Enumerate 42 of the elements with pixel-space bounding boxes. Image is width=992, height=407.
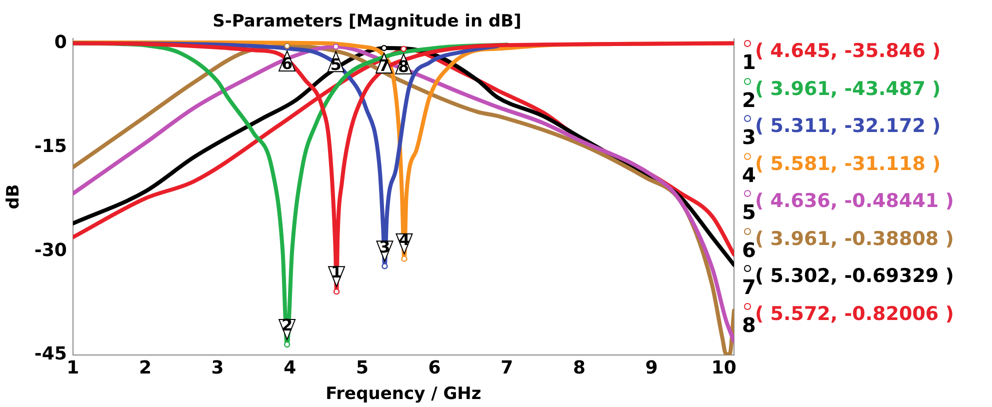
y-tick-label: 0	[54, 32, 67, 53]
x-tick-label: 6	[428, 357, 441, 378]
x-axis-title: Frequency / GHz	[326, 384, 482, 404]
x-tick-label: 7	[500, 357, 514, 378]
y-tick-label: -15	[34, 136, 67, 157]
x-tick-label: 9	[645, 357, 658, 378]
x-tick-label: 8	[572, 357, 586, 378]
annotation: 5	[330, 54, 342, 74]
x-tick-label: 5	[356, 357, 368, 378]
point	[333, 288, 340, 295]
point	[380, 44, 388, 52]
text: ( 4.636, -0.48441 )	[755, 190, 954, 212]
text: 2	[742, 88, 756, 112]
text: 4	[742, 162, 756, 186]
text: 6	[742, 238, 756, 262]
x-tick-label: 2	[138, 357, 152, 378]
y-tick-label: -30	[34, 240, 67, 261]
point	[332, 44, 340, 50]
annotation: 6	[282, 54, 293, 74]
text: 5	[742, 200, 756, 224]
annotation: 4	[398, 230, 410, 249]
chart-title: S-Parameters [Magnitude in dB]	[212, 12, 522, 32]
text: ( 4.645, -35.846 )	[755, 40, 941, 62]
y-tick-label: -45	[34, 344, 67, 365]
x-tick-label: 10	[711, 357, 736, 378]
text: ( 5.572, -0.82006 )	[755, 302, 954, 324]
text: ( 3.961, -0.38808 )	[755, 228, 954, 250]
text: 3	[742, 125, 756, 149]
text: ( 3.961, -43.487 )	[755, 78, 941, 100]
x-tick-label: 1	[66, 357, 80, 378]
text: ( 5.311, -32.172 )	[755, 115, 941, 137]
x-tick-label: 3	[211, 357, 224, 378]
x-tick-label: 4	[284, 357, 296, 378]
text: ( 5.302, -0.69329 )	[755, 265, 954, 287]
y-axis-title: dB	[4, 184, 24, 210]
text: ( 5.581, -31.118 )	[755, 152, 941, 174]
text: 8	[742, 312, 756, 336]
annotation: 8	[398, 57, 410, 76]
point	[400, 46, 407, 52]
text: 1	[742, 50, 756, 74]
point	[284, 42, 290, 50]
text: 7	[742, 275, 756, 299]
